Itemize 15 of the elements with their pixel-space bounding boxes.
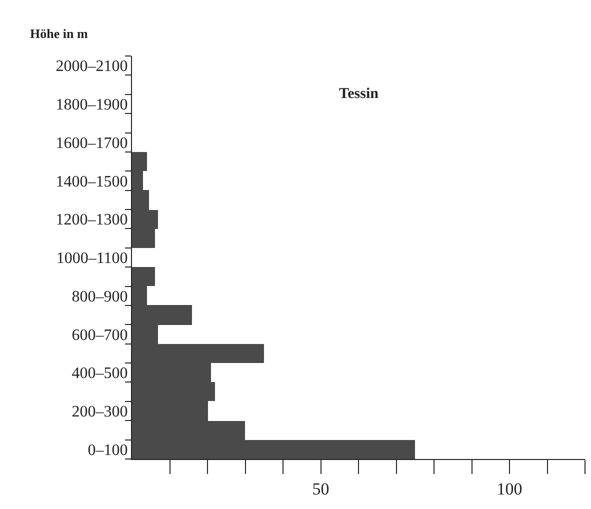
y-tick-label: 1200–1300 bbox=[56, 212, 128, 229]
y-tick-label: 600–700 bbox=[72, 326, 128, 344]
y-axis-title: Höhe in m bbox=[30, 26, 88, 41]
y-tick-label: 400–500 bbox=[72, 365, 128, 382]
x-tick-label: 50 bbox=[312, 479, 330, 498]
y-tick-label: 2000–2100 bbox=[56, 58, 128, 76]
y-tick-label: 200–300 bbox=[72, 404, 128, 421]
y-tick-label: 800–900 bbox=[72, 288, 128, 306]
x-tick-label: 100 bbox=[496, 479, 522, 498]
y-tick-label: 1000–1100 bbox=[56, 250, 128, 268]
text: Tessin bbox=[339, 86, 380, 102]
y-tick-label: 1800–1900 bbox=[56, 96, 128, 114]
y-tick-label: 0–100 bbox=[88, 442, 128, 459]
y-tick-label: 1600–1700 bbox=[56, 134, 128, 152]
y-tick-label: 1400–1500 bbox=[56, 173, 128, 190]
